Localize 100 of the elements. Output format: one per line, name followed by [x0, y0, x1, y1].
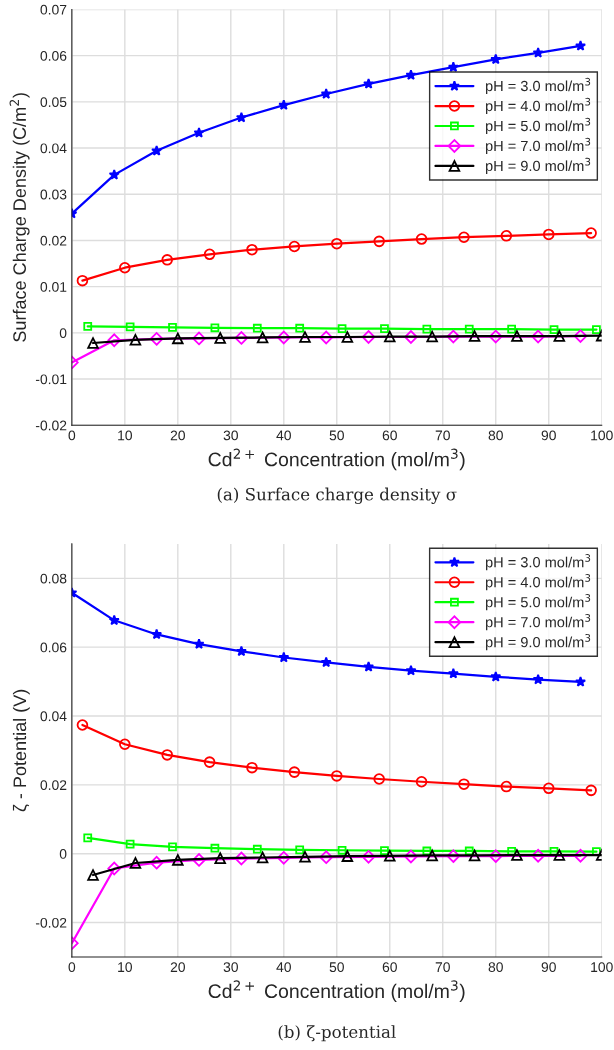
point	[278, 99, 290, 110]
x-tick-label: 10	[118, 962, 133, 973]
point	[405, 664, 417, 676]
point	[341, 850, 354, 862]
point	[468, 849, 481, 862]
point	[585, 784, 597, 797]
point	[361, 330, 376, 344]
legend-label: pH = 7.0 mol/m$^{3}$	[485, 614, 591, 631]
legend-label: pH = 4.0 mol/m$^{3}$	[485, 574, 591, 591]
point	[252, 323, 262, 333]
point	[585, 227, 597, 239]
point	[319, 850, 333, 864]
x-tick-label: 20	[170, 430, 185, 441]
point	[404, 330, 418, 344]
x-tick-label: 20	[170, 962, 185, 973]
x-tick-label: 30	[223, 430, 238, 441]
point	[458, 231, 470, 243]
point	[422, 846, 432, 856]
legend-label: pH = 7.0 mol/m$^{3}$	[485, 137, 591, 154]
point	[256, 851, 269, 864]
point	[320, 88, 332, 99]
point	[214, 852, 226, 864]
point	[500, 230, 513, 242]
point	[373, 773, 385, 785]
point	[468, 330, 481, 342]
x-tick-label: 50	[329, 430, 344, 441]
point	[151, 628, 163, 640]
point	[532, 673, 544, 685]
point	[149, 855, 164, 870]
point	[511, 330, 523, 342]
x-tick-label: 0	[68, 962, 76, 973]
point	[574, 40, 587, 51]
y-tick-label: 0.04	[40, 143, 67, 154]
point	[320, 656, 332, 668]
point	[592, 325, 601, 334]
point	[542, 228, 555, 241]
point	[119, 738, 131, 751]
point	[380, 324, 389, 334]
point	[252, 844, 262, 854]
point	[331, 237, 343, 250]
point	[426, 330, 438, 343]
point	[404, 849, 418, 864]
point	[337, 845, 347, 855]
point	[119, 261, 131, 274]
point	[107, 333, 122, 348]
point	[549, 325, 559, 334]
point	[422, 324, 432, 334]
point	[464, 846, 474, 856]
point	[295, 323, 305, 333]
point	[246, 243, 258, 256]
x-axis-title: Cd$^{2+}$ Concentration (mol/m$^{3}$)	[208, 448, 465, 471]
point	[337, 324, 347, 334]
x-tick-label: 80	[488, 430, 503, 441]
point	[214, 332, 226, 344]
x-tick-label: 70	[435, 962, 450, 973]
point	[319, 330, 333, 345]
point	[447, 61, 459, 73]
x-tick-label: 80	[488, 962, 503, 973]
x-tick-label: 60	[382, 430, 397, 441]
point	[574, 676, 587, 687]
point	[384, 850, 396, 862]
point	[331, 770, 343, 782]
point	[151, 145, 163, 156]
point	[542, 782, 555, 795]
legend-label: pH = 5.0 mol/m$^{3}$	[485, 594, 591, 611]
y-axis-title: ζ - Potential (V)	[12, 689, 30, 812]
point	[384, 330, 396, 343]
point	[507, 324, 517, 334]
y-tick-label: 0.01	[40, 281, 67, 292]
point	[446, 329, 461, 344]
point	[193, 127, 205, 138]
point	[553, 849, 566, 861]
point	[256, 331, 269, 344]
point	[488, 849, 503, 863]
y-tick-label: -0.02	[35, 917, 67, 928]
point	[553, 330, 566, 342]
point	[172, 332, 184, 345]
y-tick-label: 0	[59, 328, 67, 339]
point	[168, 842, 177, 852]
x-tick-label: 100	[591, 430, 613, 441]
x-tick-label: 100	[591, 962, 613, 973]
y-tick-label: 0.02	[40, 235, 67, 246]
x-tick-label: 30	[223, 962, 238, 973]
point	[531, 329, 545, 344]
x-tick-label: 40	[276, 430, 291, 441]
y-tick-label: -0.02	[35, 420, 67, 431]
point	[83, 833, 93, 843]
point	[531, 848, 545, 863]
point	[203, 248, 216, 261]
point	[203, 756, 216, 768]
point	[288, 240, 301, 253]
point	[108, 614, 120, 626]
point	[234, 851, 249, 866]
point	[511, 849, 523, 861]
x-tick-label: 50	[329, 962, 344, 973]
x-tick-label: 70	[435, 430, 450, 441]
point	[405, 69, 417, 80]
point	[288, 766, 301, 778]
y-tick-label: 0.06	[40, 50, 67, 61]
point	[415, 233, 428, 245]
